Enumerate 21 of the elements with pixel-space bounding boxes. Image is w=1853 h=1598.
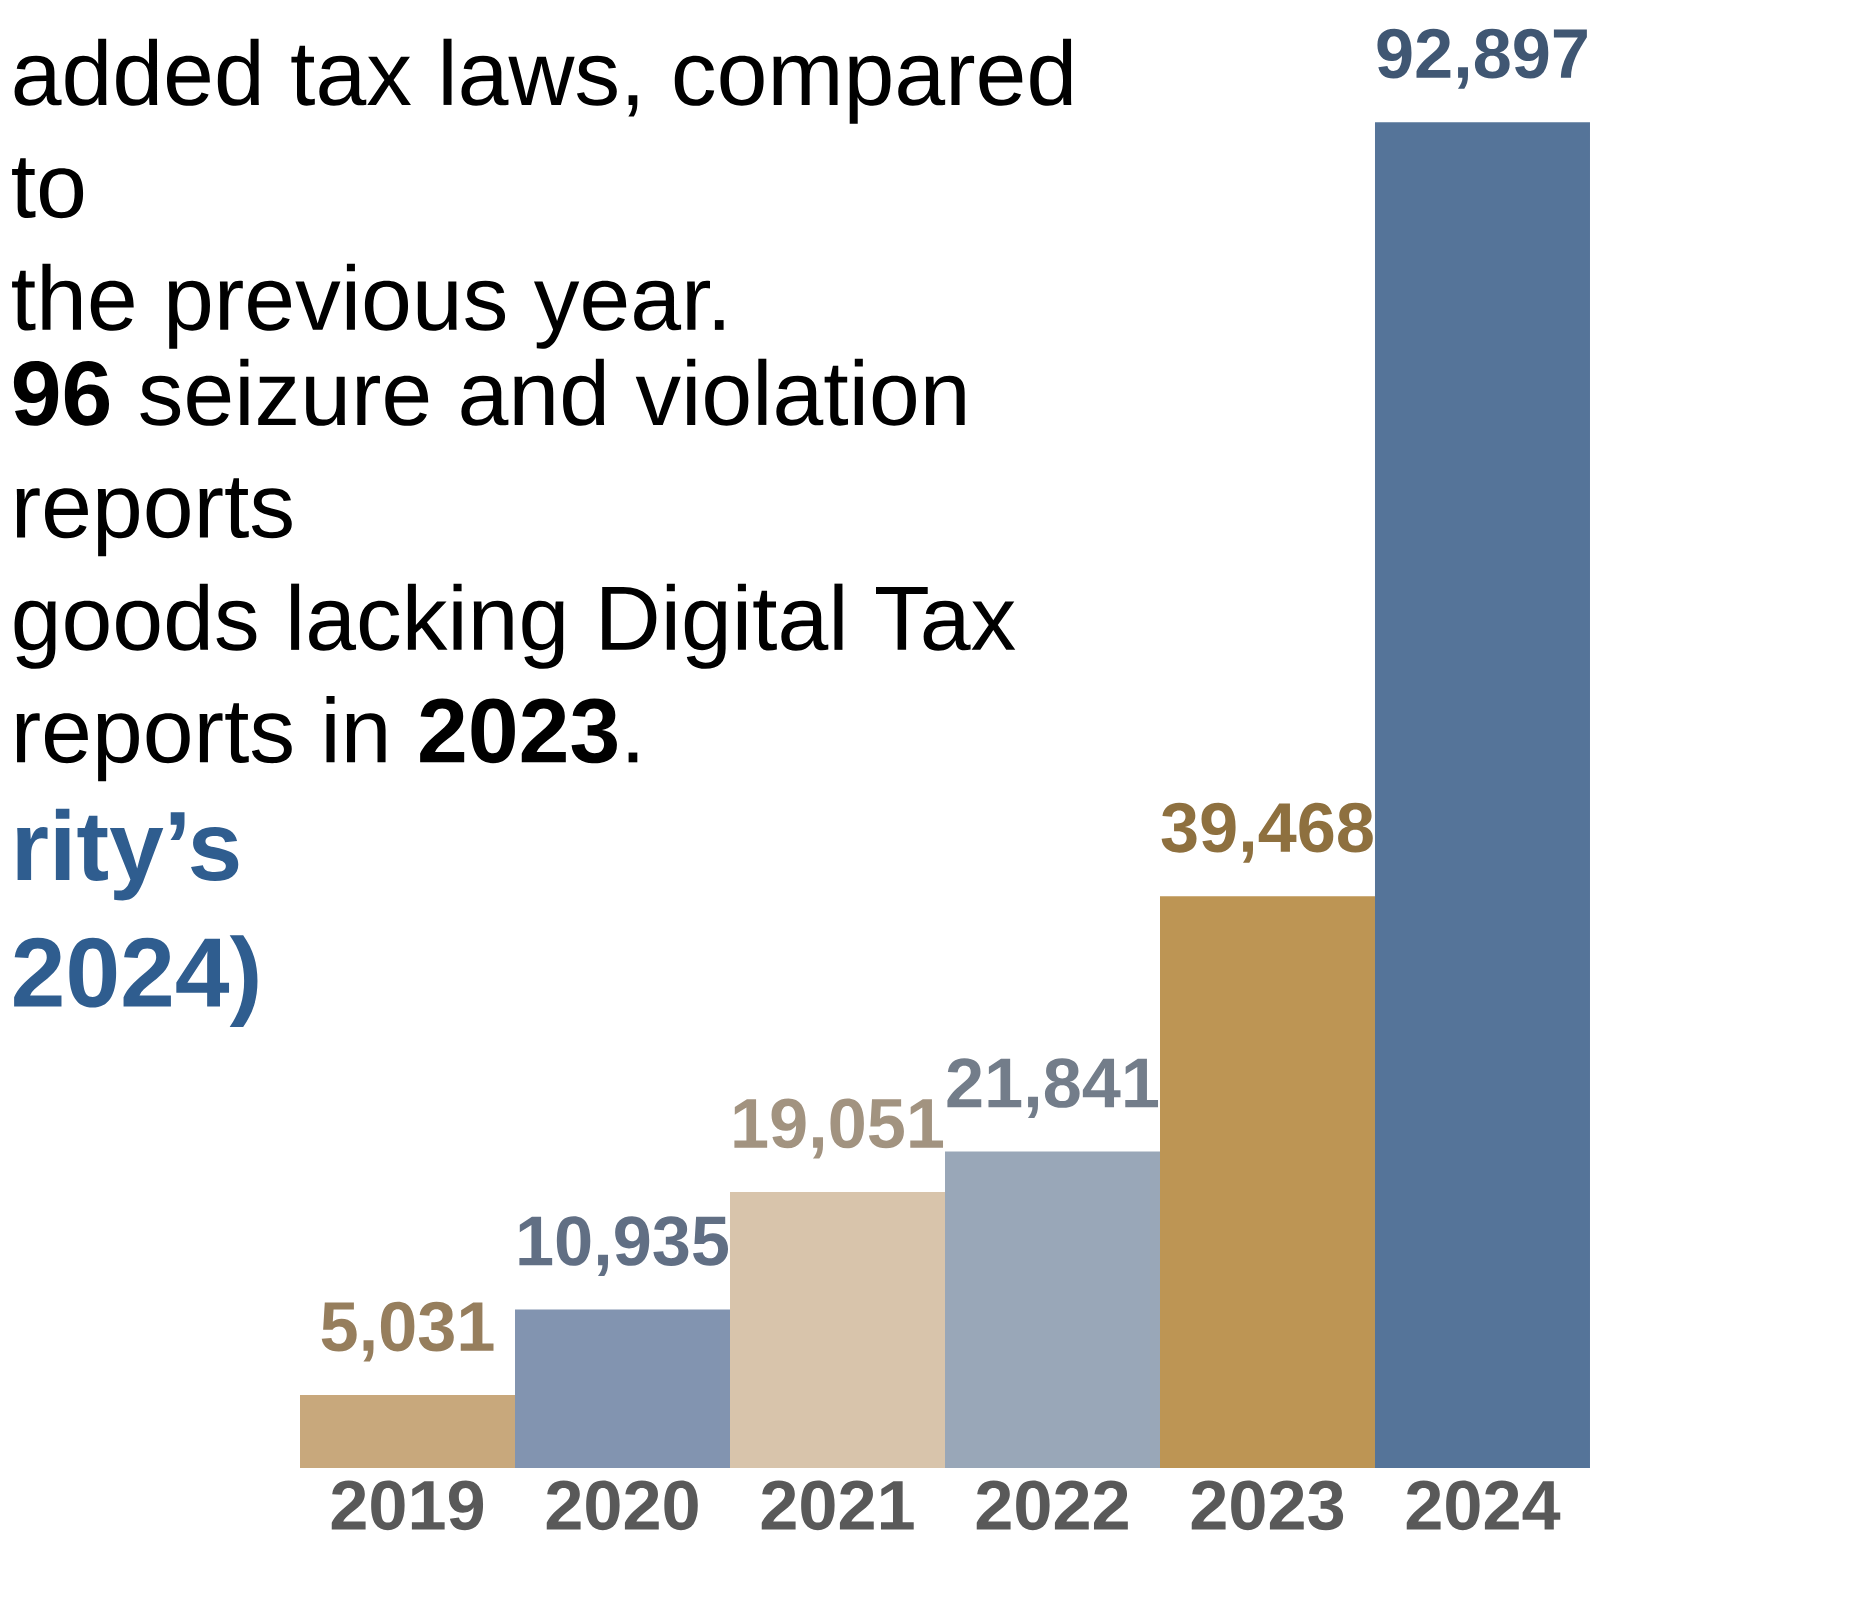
bar: [945, 1151, 1160, 1468]
annotation: added tax laws, compared to the previous year.: [12, 38, 1072, 349]
x-tick-label: 2019: [331, 1480, 484, 1531]
x-tick-label: 2024: [1406, 1480, 1561, 1531]
data-label: 5,031: [321, 1301, 494, 1362]
data-label: 21,841: [947, 1058, 1159, 1119]
bar: [300, 1395, 515, 1468]
bar: [730, 1192, 945, 1468]
data-label: 39,468: [1161, 802, 1373, 863]
x-tick-label: 2023: [1191, 1480, 1344, 1531]
x-tick-label: 2021: [761, 1480, 914, 1531]
data-label: 92,897: [1377, 28, 1587, 89]
annotation: 96 seizure and violation reports goods lacking Digital Tax reports in 2023.: [13, 358, 1016, 782]
data-label: 10,935: [519, 1216, 729, 1277]
text: rity’s 2024): [14, 808, 258, 1027]
x-tick-label: 2022: [976, 1480, 1128, 1531]
x-tick-label: 2020: [546, 1480, 698, 1531]
bar: [1160, 896, 1375, 1468]
bar: [1374, 122, 1590, 1468]
data-label: 19,051: [734, 1098, 944, 1159]
bar: [515, 1309, 730, 1468]
